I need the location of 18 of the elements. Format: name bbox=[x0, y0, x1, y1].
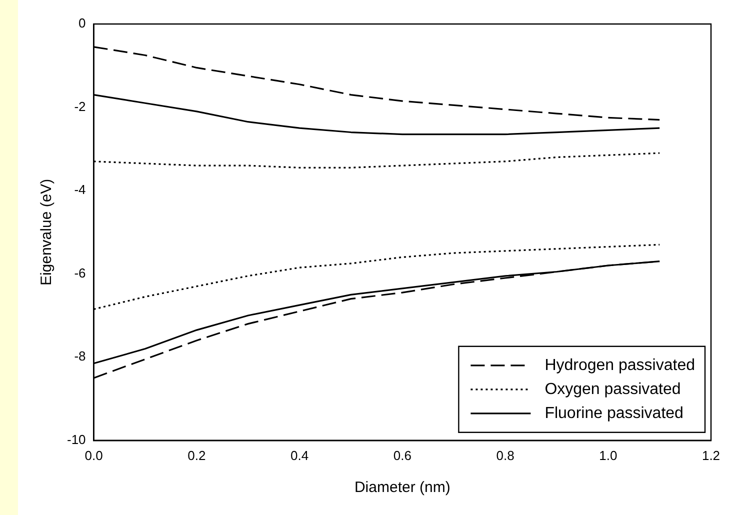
x-tick-label: 0.6 bbox=[393, 448, 412, 463]
y-tick-label: -8 bbox=[74, 348, 86, 364]
x-tick-label: 0.4 bbox=[290, 448, 309, 463]
x-tick-label: 0.2 bbox=[188, 448, 206, 463]
x-tick-label: 0.8 bbox=[496, 448, 514, 463]
x-axis-title: Diameter (nm) bbox=[354, 479, 450, 496]
x-tick-label: 1.0 bbox=[599, 448, 618, 463]
legend-label: Oxygen passivated bbox=[544, 380, 681, 398]
y-tick-label: -2 bbox=[74, 98, 86, 114]
y-axis-title: Eigenvalue (eV) bbox=[38, 178, 56, 286]
x-tick-label: 0.0 bbox=[84, 448, 103, 463]
legend-label: Fluorine passivated bbox=[544, 404, 684, 422]
x-tick-label: 1.2 bbox=[702, 448, 720, 463]
y-tick-label: 0 bbox=[78, 16, 86, 31]
y-tick-label: -10 bbox=[66, 432, 86, 447]
legend-label: Hydrogen passivated bbox=[544, 356, 695, 374]
y-tick-label: -6 bbox=[74, 265, 86, 280]
y-tick-label: -4 bbox=[74, 182, 86, 198]
